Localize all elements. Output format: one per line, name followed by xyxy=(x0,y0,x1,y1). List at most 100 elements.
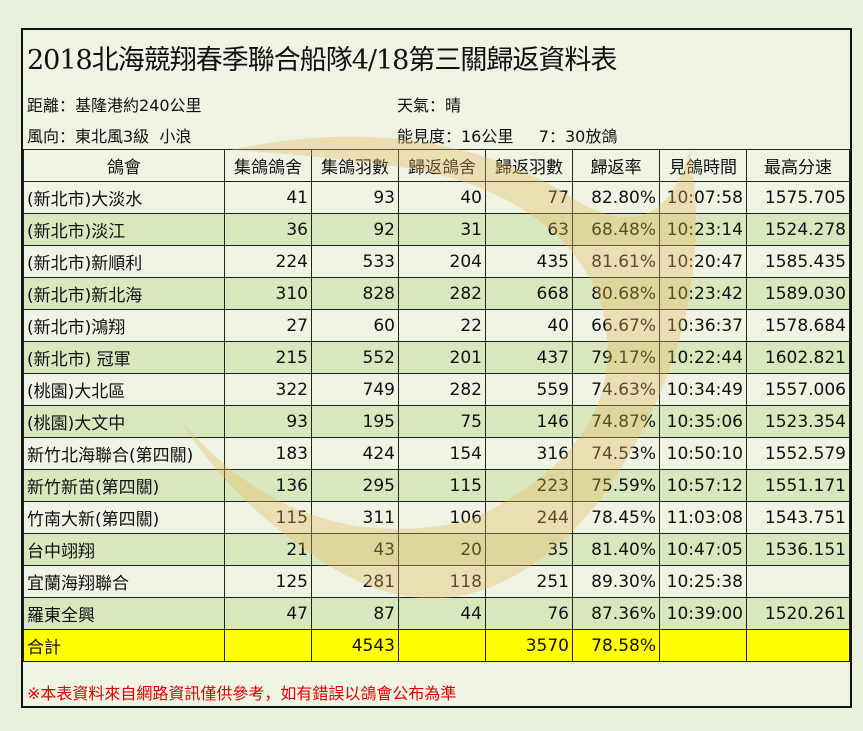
table-row: (新北市)淡江 36 92 31 63 68.48% 10:23:14 1524.278 xyxy=(23,213,850,246)
table-row: 台中翊翔 21 43 20 35 81.40% 10:47:05 1536.151 xyxy=(23,533,850,566)
value-cell: 1536.151 xyxy=(746,533,850,566)
value-cell: 201 xyxy=(398,341,486,374)
value-cell: 40 xyxy=(398,181,486,214)
value-cell: 125 xyxy=(224,565,312,598)
club-name-cell: (新北市)鴻翔 xyxy=(23,309,225,342)
column-header: 歸返鴿舍 xyxy=(398,149,486,182)
value-cell: 27 xyxy=(224,309,312,342)
table-row: (新北市)新北海 310 828 282 668 80.68% 10:23:42 1589.0… xyxy=(23,277,850,310)
value-cell: 310 xyxy=(224,277,312,310)
value-cell xyxy=(398,629,486,662)
table-row: 新竹北海聯合(第四關) 183 424 154 316 74.53% 10:50:10 155… xyxy=(23,437,850,470)
column-header: 集鴿羽數 xyxy=(311,149,399,182)
value-cell: 22 xyxy=(398,309,486,342)
value-cell: 244 xyxy=(485,501,573,534)
value-cell: 146 xyxy=(485,405,573,438)
value-cell: 36 xyxy=(224,213,312,246)
value-cell: 106 xyxy=(398,501,486,534)
value-cell: 79.17% xyxy=(572,341,660,374)
value-cell: 1523.354 xyxy=(746,405,850,438)
value-cell: 749 xyxy=(311,373,399,406)
value-cell: 10:57:12 xyxy=(659,469,747,502)
club-name-cell: 羅東全興 xyxy=(23,597,225,630)
club-name-cell: (新北市)新順利 xyxy=(23,245,225,278)
page-title: 2018北海競翔春季聯合船隊4/18第三關歸返資料表 xyxy=(27,45,617,76)
value-cell: 11:03:08 xyxy=(659,501,747,534)
table-row: (桃園)大北區 322 749 282 559 74.63% 10:34:49 1557.00… xyxy=(23,373,850,406)
value-cell: 281 xyxy=(311,565,399,598)
club-name-cell: (桃園)大北區 xyxy=(23,373,225,406)
value-cell: 81.40% xyxy=(572,533,660,566)
value-cell: 115 xyxy=(398,469,486,502)
club-name-cell: 宜蘭海翔聯合 xyxy=(23,565,225,598)
value-cell: 1578.684 xyxy=(746,309,850,342)
value-cell: 66.67% xyxy=(572,309,660,342)
column-header: 鴿會 xyxy=(23,149,225,182)
value-cell: 437 xyxy=(485,341,573,374)
club-name-cell: (新北市)大淡水 xyxy=(23,181,225,214)
value-cell: 1575.705 xyxy=(746,181,850,214)
value-cell: 136 xyxy=(224,469,312,502)
value-cell: 93 xyxy=(311,181,399,214)
value-cell: 1602.821 xyxy=(746,341,850,374)
value-cell: 311 xyxy=(311,501,399,534)
value-cell: 76 xyxy=(485,597,573,630)
value-cell: 183 xyxy=(224,437,312,470)
value-cell: 10:36:37 xyxy=(659,309,747,342)
club-name-cell: 竹南大新(第四關) xyxy=(23,501,225,534)
value-cell: 10:25:38 xyxy=(659,565,747,598)
value-cell: 10:23:14 xyxy=(659,213,747,246)
value-cell: 10:34:49 xyxy=(659,373,747,406)
value-cell xyxy=(659,629,747,662)
value-cell: 559 xyxy=(485,373,573,406)
table-row: (新北市)鴻翔 27 60 22 40 66.67% 10:36:37 1578.684 xyxy=(23,309,850,342)
value-cell: 3570 xyxy=(485,629,573,662)
value-cell xyxy=(224,629,312,662)
table-row: (新北市)大淡水 41 93 40 77 82.80% 10:07:58 1575.705 xyxy=(23,181,850,214)
value-cell: 154 xyxy=(398,437,486,470)
value-cell: 89.30% xyxy=(572,565,660,598)
value-cell: 10:07:58 xyxy=(659,181,747,214)
value-cell xyxy=(746,565,850,598)
value-cell: 1557.006 xyxy=(746,373,850,406)
club-name-cell: (桃園)大文中 xyxy=(23,405,225,438)
value-cell: 1552.579 xyxy=(746,437,850,470)
club-name-cell: 台中翊翔 xyxy=(23,533,225,566)
value-cell: 82.80% xyxy=(572,181,660,214)
report-sheet: 2018北海競翔春季聯合船隊4/18第三關歸返資料表 距離：基隆港約240公里 … xyxy=(21,28,852,708)
column-header: 歸返羽數 xyxy=(485,149,573,182)
value-cell: 10:35:06 xyxy=(659,405,747,438)
value-cell: 78.58% xyxy=(572,629,660,662)
value-cell: 47 xyxy=(224,597,312,630)
value-cell: 195 xyxy=(311,405,399,438)
value-cell: 10:39:00 xyxy=(659,597,747,630)
value-cell: 224 xyxy=(224,245,312,278)
club-name-cell: (新北市)新北海 xyxy=(23,277,225,310)
value-cell: 1543.751 xyxy=(746,501,850,534)
value-cell: 74.63% xyxy=(572,373,660,406)
value-cell: 10:22:44 xyxy=(659,341,747,374)
value-cell: 668 xyxy=(485,277,573,310)
value-cell: 43 xyxy=(311,533,399,566)
value-cell: 75 xyxy=(398,405,486,438)
value-cell: 1551.171 xyxy=(746,469,850,502)
value-cell: 77 xyxy=(485,181,573,214)
value-cell: 10:20:47 xyxy=(659,245,747,278)
value-cell: 68.48% xyxy=(572,213,660,246)
value-cell: 1524.278 xyxy=(746,213,850,246)
club-name-cell: (新北市)淡江 xyxy=(23,213,225,246)
table-row: (新北市) 冠軍 215 552 201 437 79.17% 10:22:44 1602.8… xyxy=(23,341,850,374)
value-cell: 215 xyxy=(224,341,312,374)
value-cell: 80.68% xyxy=(572,277,660,310)
value-cell: 10:47:05 xyxy=(659,533,747,566)
value-cell: 60 xyxy=(311,309,399,342)
value-cell: 31 xyxy=(398,213,486,246)
value-cell: 87 xyxy=(311,597,399,630)
value-cell: 41 xyxy=(224,181,312,214)
column-header: 歸返率 xyxy=(572,149,660,182)
value-cell: 75.59% xyxy=(572,469,660,502)
table-row: 羅東全興 47 87 44 76 87.36% 10:39:00 1520.261 xyxy=(23,597,850,630)
value-cell: 10:23:42 xyxy=(659,277,747,310)
value-cell: 295 xyxy=(311,469,399,502)
value-cell: 92 xyxy=(311,213,399,246)
